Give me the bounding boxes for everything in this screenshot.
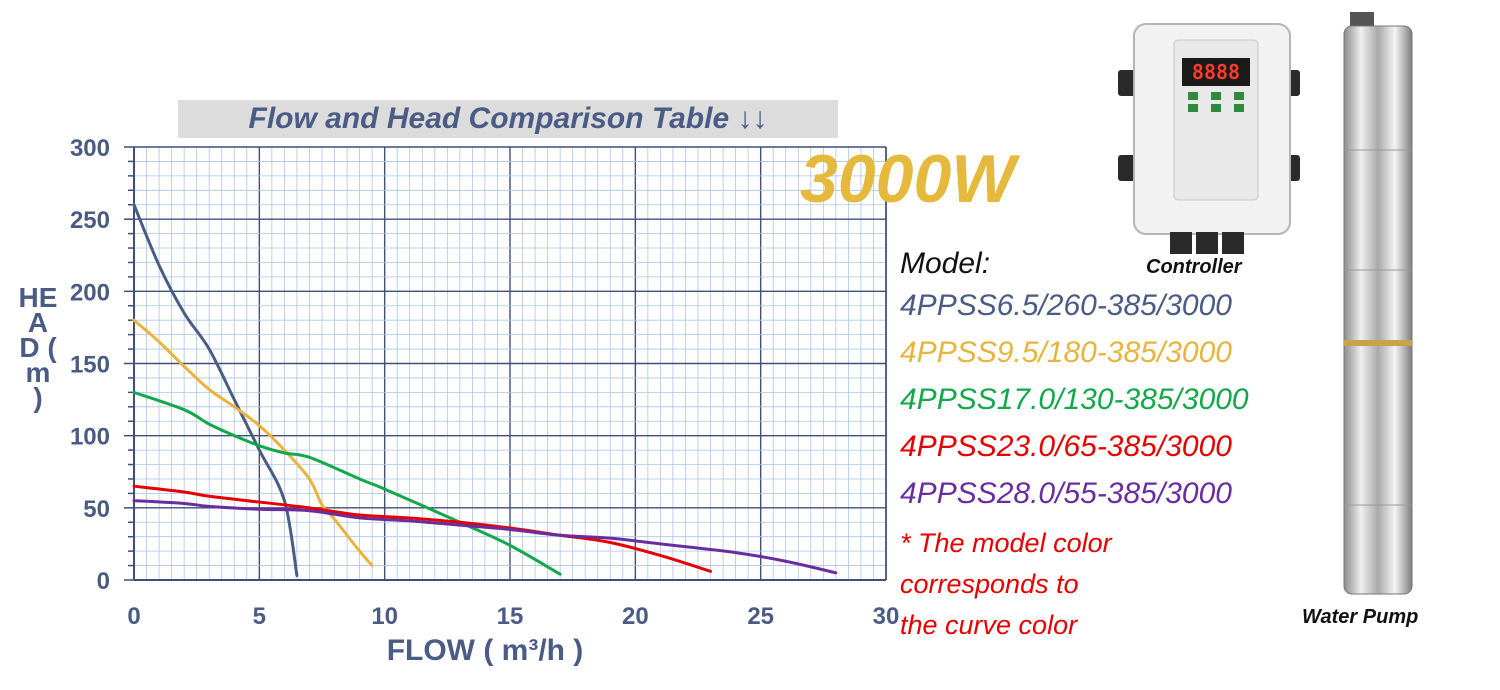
pump-caption: Water Pump — [1302, 606, 1419, 628]
y-tick-label: 250 — [70, 207, 110, 234]
chart-title: Flow and Head Comparison Table ↓↓ — [178, 100, 838, 138]
model-label: 4PPSS9.5/180-385/3000 — [900, 336, 1232, 369]
x-tick-label: 15 — [497, 603, 524, 630]
series-line — [132, 499, 838, 575]
y-tick-label: 300 — [70, 135, 110, 162]
model-label: 4PPSS28.0/55-385/3000 — [900, 477, 1232, 510]
y-tick-label: 100 — [70, 424, 110, 451]
series-line — [132, 484, 713, 573]
y-tick-label: 0 — [97, 568, 110, 595]
model-label: 4PPSS17.0/130-385/3000 — [900, 383, 1249, 416]
model-label: 4PPSS6.5/260-385/3000 — [900, 289, 1232, 322]
controller-image: 8888 — [1118, 23, 1300, 254]
x-tick-label: 25 — [747, 603, 774, 630]
model-label: 4PPSS23.0/65-385/3000 — [900, 430, 1232, 463]
x-tick-label: 5 — [253, 603, 266, 630]
x-tick-label: 0 — [127, 603, 140, 630]
x-axis-label: FLOW ( m³/h ) — [386, 634, 584, 667]
y-tick-label: 200 — [70, 279, 110, 306]
series-line — [132, 318, 374, 568]
series-line — [132, 203, 299, 578]
controller-caption: Controller — [1146, 256, 1242, 278]
plot-series — [132, 203, 838, 578]
x-tick-label: 30 — [873, 603, 900, 630]
y-tick-label: 150 — [70, 352, 110, 379]
model-heading: Model: — [900, 247, 991, 280]
controller-display: 8888 — [1192, 60, 1240, 84]
y-axis-label: HEAD ( m ) — [18, 282, 58, 413]
x-tick-label: 20 — [622, 603, 649, 630]
color-note: * The model color corresponds to the cur… — [900, 528, 1112, 640]
plot-axes — [124, 146, 887, 581]
x-tick-label: 10 — [371, 603, 398, 630]
plot-grid — [133, 146, 887, 581]
model-legend: Model: 4PPSS6.5/260-385/3000 4PPSS9.5/18… — [900, 246, 1310, 646]
y-tick-label: 50 — [83, 496, 110, 523]
water-pump-image — [1343, 12, 1413, 595]
power-rating: 3000W — [800, 141, 1016, 217]
